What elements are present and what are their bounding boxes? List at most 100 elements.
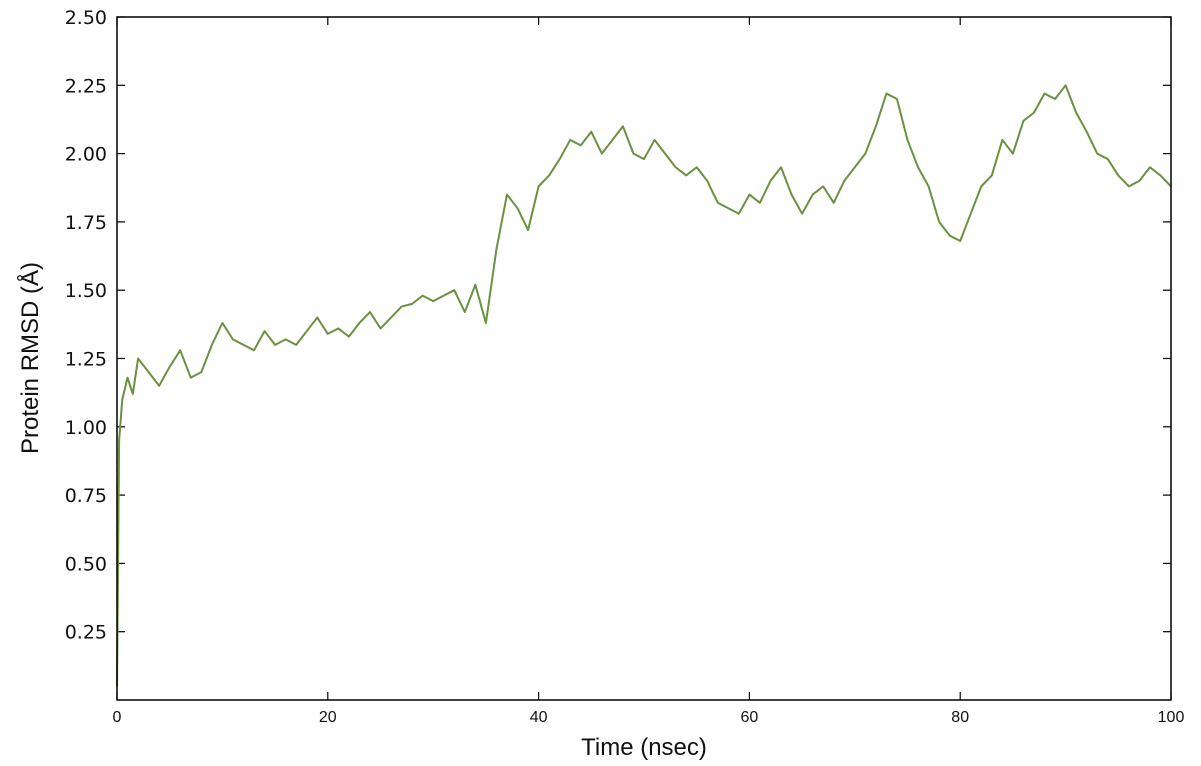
data-point <box>1107 158 1109 160</box>
data-point <box>843 180 845 182</box>
data-point <box>959 240 961 242</box>
data-point <box>190 377 192 379</box>
x-axis-title: Time (nsec) <box>581 734 707 761</box>
data-point <box>1001 139 1003 141</box>
data-point <box>1117 174 1119 177</box>
x-tick-label: 20 <box>319 709 337 726</box>
data-point <box>358 322 361 324</box>
data-point <box>622 125 624 127</box>
data-point <box>1096 153 1098 155</box>
y-tick-label: 1.25 <box>65 349 107 371</box>
data-point <box>506 193 508 196</box>
data-point <box>253 349 255 351</box>
data-point <box>580 144 582 147</box>
data-point <box>285 338 287 340</box>
data-point <box>917 166 919 168</box>
x-tick-label: 80 <box>951 709 969 726</box>
data-point <box>1022 120 1025 122</box>
data-point <box>727 207 729 209</box>
data-point <box>685 174 687 177</box>
data-point <box>717 202 719 204</box>
data-point <box>748 193 751 196</box>
data-point <box>211 344 213 346</box>
data-point <box>221 322 223 324</box>
data-point <box>538 185 540 187</box>
data-point <box>126 377 129 379</box>
x-tick-label: 100 <box>1158 709 1185 726</box>
data-point <box>390 316 392 319</box>
y-axis-title: Protein RMSD (Å) <box>16 262 44 454</box>
data-point <box>611 139 613 141</box>
data-point <box>453 289 455 291</box>
data-point <box>242 344 245 346</box>
data-point <box>422 295 424 297</box>
data-point <box>569 139 571 141</box>
data-point <box>980 185 982 187</box>
data-point <box>148 371 150 373</box>
data-point <box>132 393 134 395</box>
data-point <box>548 174 550 177</box>
data-point <box>295 344 297 346</box>
data-point <box>906 139 909 141</box>
y-tick-label: 2.00 <box>65 144 107 166</box>
data-point <box>1075 112 1077 114</box>
data-point <box>664 153 666 155</box>
data-point <box>653 139 656 141</box>
data-point <box>464 311 466 313</box>
y-tick-label: 1.75 <box>65 212 107 234</box>
data-point <box>118 439 120 442</box>
data-point <box>369 311 371 313</box>
data-point <box>1043 92 1046 95</box>
data-point <box>158 385 160 387</box>
data-point <box>1128 185 1130 187</box>
y-tick-label: 0.50 <box>65 553 107 575</box>
y-tick-label: 0.75 <box>65 485 107 507</box>
y-axis-ticks: 0.25 0.50 0.75 1.00 1.25 1.50 1.75 2.00 2.25 2.50 <box>65 7 1171 644</box>
data-point <box>833 202 835 204</box>
data-point <box>1149 166 1151 168</box>
data-point <box>1033 112 1035 114</box>
data-point <box>400 305 403 308</box>
data-point <box>306 330 308 332</box>
data-point <box>759 202 761 204</box>
data-point <box>970 213 972 215</box>
data-point <box>516 207 519 209</box>
data-point <box>643 158 645 160</box>
data-point <box>495 248 498 250</box>
y-tick-label: 1.50 <box>65 280 107 302</box>
data-point <box>896 98 898 100</box>
data-point <box>179 349 181 351</box>
data-point <box>938 221 940 223</box>
y-tick-label: 2.25 <box>65 75 107 97</box>
y-tick-label: 1.00 <box>65 417 107 439</box>
data-point <box>379 327 382 330</box>
data-point <box>232 338 234 340</box>
data-point <box>348 336 350 338</box>
data-point <box>601 153 603 155</box>
y-tick-label: 0.25 <box>65 622 107 644</box>
data-point <box>485 322 487 324</box>
data-point <box>474 284 476 286</box>
data-point <box>1065 84 1067 86</box>
data-point <box>443 295 445 297</box>
data-point <box>706 180 708 182</box>
data-point <box>200 371 202 373</box>
data-point <box>1054 98 1056 100</box>
data-point <box>854 166 856 168</box>
data-point <box>949 234 951 237</box>
x-tick-label: 60 <box>741 709 759 726</box>
data-point <box>632 153 635 155</box>
data-point <box>696 166 698 168</box>
plot-area <box>116 84 1172 687</box>
data-point <box>121 398 123 401</box>
data-point <box>1086 131 1088 133</box>
data-point <box>822 185 824 187</box>
data-point <box>590 131 592 133</box>
data-point <box>812 193 814 196</box>
x-tick-label: 0 <box>113 709 122 726</box>
data-point <box>137 357 139 360</box>
data-point <box>801 213 803 215</box>
data-point <box>327 333 329 335</box>
data-point <box>780 166 782 168</box>
